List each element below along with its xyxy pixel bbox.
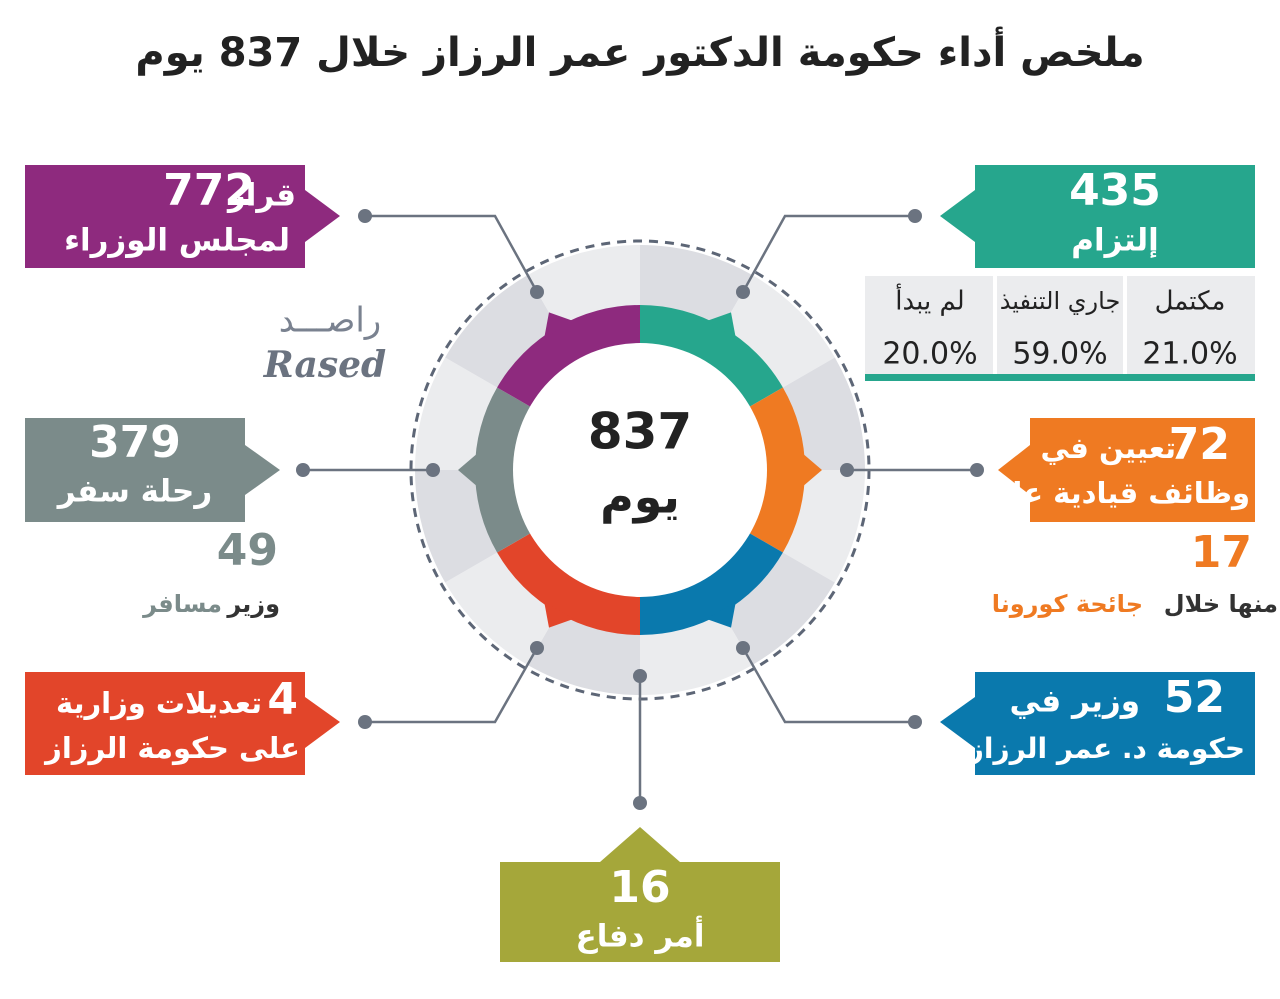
- table-underline: [865, 374, 1255, 381]
- table-header: مكتمل: [1155, 287, 1226, 317]
- defense-number: 16: [609, 862, 670, 913]
- appointments-sub-number: 17: [1191, 527, 1252, 578]
- ring-segment: [640, 305, 783, 408]
- ring-segment: [640, 532, 783, 635]
- dot: [633, 796, 647, 810]
- travel-sub-word: وزير: [226, 590, 280, 618]
- center-number: 837: [588, 403, 692, 461]
- commitments-box: [940, 165, 1255, 268]
- brand-arabic: راصـــد: [279, 301, 381, 341]
- reshuffles-line1: تعديلات وزارية: [56, 686, 262, 720]
- travel-sub-highlight: مسافر: [142, 590, 222, 618]
- reshuffles-box: [25, 672, 340, 775]
- dot: [358, 209, 372, 223]
- table-header: لم يبدأ: [895, 283, 964, 317]
- ring-notch: [544, 601, 574, 628]
- decisions-number: 772: [163, 165, 255, 216]
- dot: [908, 715, 922, 729]
- dot: [736, 641, 750, 655]
- connectors: [296, 209, 984, 810]
- appointments-line1: تعيين في: [1041, 431, 1176, 465]
- travel-label: رحلة سفر: [56, 474, 213, 510]
- ring-band: [445, 275, 560, 390]
- defense-box: [500, 827, 780, 962]
- decisions-line2: لمجلس الوزراء: [64, 223, 290, 259]
- ring-notch: [706, 601, 736, 628]
- dot: [736, 285, 750, 299]
- ministers-number: 52: [1164, 672, 1225, 723]
- dot: [970, 463, 984, 477]
- ministers-line2: حكومة د. عمر الرزاز: [966, 732, 1245, 765]
- ring-band: [445, 550, 560, 665]
- travel-number: 379: [89, 417, 181, 468]
- travel-sub-number: 49: [217, 525, 278, 576]
- appointments-line2: وظائف قيادية عليا: [989, 476, 1250, 510]
- dot: [530, 285, 544, 299]
- ring-notch: [458, 452, 478, 488]
- ring-segment: [748, 387, 805, 553]
- brand-latin: Rased: [263, 344, 386, 386]
- commitments-label: إلتزام: [1071, 223, 1159, 259]
- dot: [426, 463, 440, 477]
- ring-notch: [544, 312, 574, 339]
- ring-band: [720, 275, 835, 390]
- center-unit: يوم: [600, 470, 680, 524]
- dot: [358, 715, 372, 729]
- connector: [365, 647, 539, 724]
- defense-label: أمر دفاع: [576, 916, 705, 955]
- ring-notch: [802, 452, 822, 488]
- decisions-box: [25, 165, 340, 268]
- dot: [530, 641, 544, 655]
- ring-segment: [497, 532, 640, 635]
- dot: [908, 209, 922, 223]
- dot: [840, 463, 854, 477]
- reshuffles-number: 4: [267, 674, 298, 725]
- appointments-sub-highlight: جائحة كورونا: [992, 590, 1143, 618]
- center-circle: [513, 343, 767, 597]
- appointments-number: 72: [1169, 419, 1230, 470]
- connector: [741, 214, 915, 293]
- table-value: 21.0%: [1142, 337, 1237, 372]
- dot: [296, 463, 310, 477]
- decisions-line1: قرار: [226, 178, 296, 214]
- table-value: 20.0%: [882, 337, 977, 372]
- ring-segment: [475, 387, 532, 553]
- ring: [415, 245, 865, 695]
- reshuffles-line2: على حكومة الرزاز: [43, 731, 300, 765]
- connector: [741, 647, 915, 724]
- ring-band: [720, 550, 835, 665]
- commitments-number: 435: [1069, 165, 1161, 216]
- ministers-line1: وزير في: [1010, 684, 1141, 720]
- ring-notch: [706, 312, 736, 339]
- ministers-box: [940, 672, 1255, 775]
- table-value: 59.0%: [1012, 337, 1107, 372]
- appointments-box: [998, 418, 1255, 522]
- appointments-sub-text: منها خلال: [1164, 590, 1278, 618]
- dot: [633, 669, 647, 683]
- status-table: [865, 276, 1255, 380]
- table-header: جاري التنفيذ: [1000, 287, 1121, 315]
- title: ملخص أداء حكومة الدكتور عمر الرزاز خلال …: [135, 26, 1144, 76]
- connector: [365, 214, 539, 293]
- travel-box: [25, 418, 280, 522]
- ring-segment: [497, 305, 640, 408]
